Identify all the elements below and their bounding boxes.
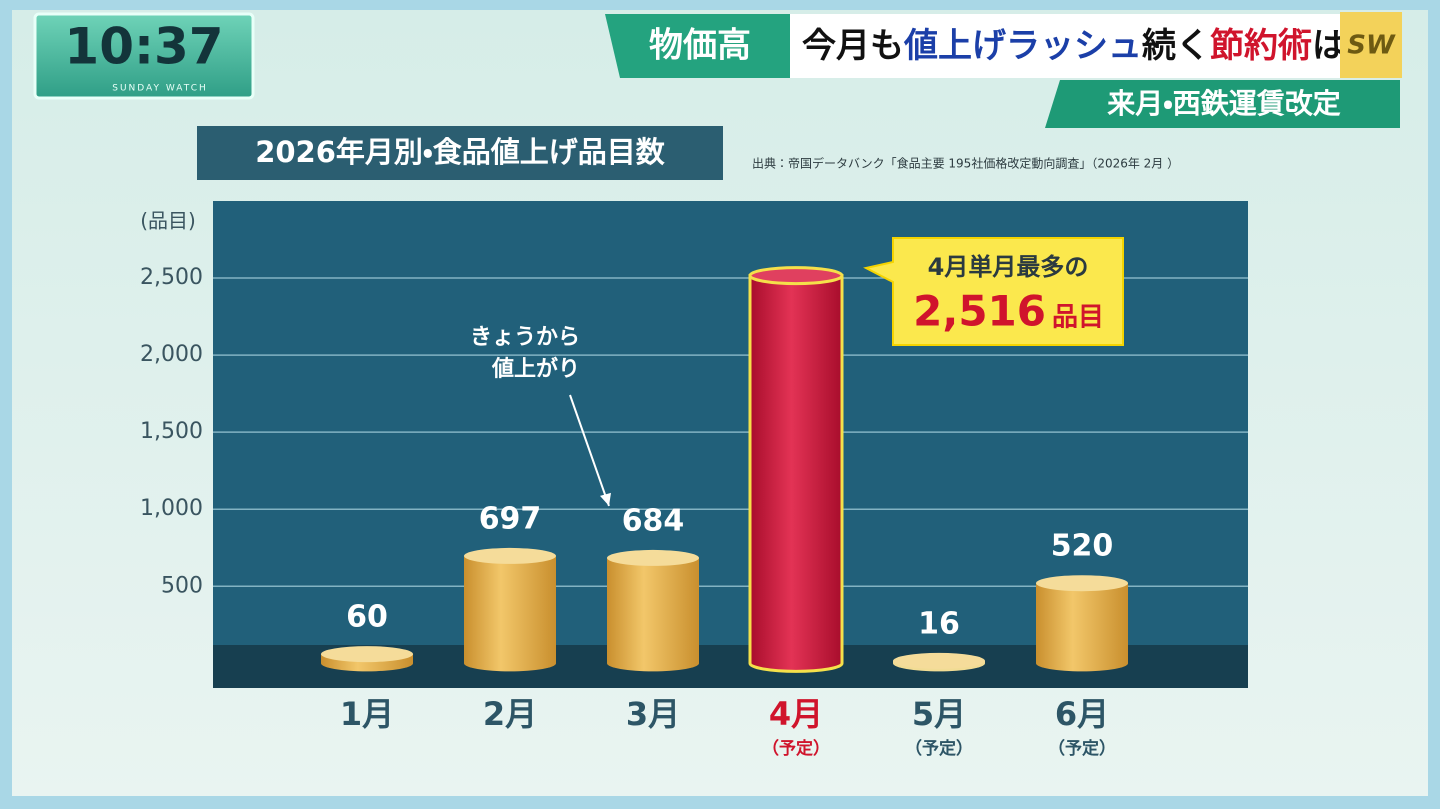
y-tick-label: 1,000 — [140, 496, 203, 521]
bar — [464, 547, 556, 672]
value-label: 60 — [346, 600, 388, 635]
tag: 物価高 — [649, 26, 751, 66]
logo: SW — [1347, 31, 1396, 61]
bar-top — [1036, 575, 1128, 592]
value-label: 697 — [479, 501, 542, 536]
y-axis-label: (品目) — [140, 209, 196, 233]
chart-title: 2026年月別・食品値上げ品目数 — [255, 135, 665, 169]
x-tick-label: 1月 — [340, 695, 394, 733]
value-label: 16 — [918, 606, 960, 641]
bar — [1036, 575, 1128, 672]
category-note: （予定） — [1048, 738, 1116, 759]
x-tick-label: 3月 — [626, 695, 680, 733]
y-tick-label: 500 — [161, 573, 203, 598]
bar-top — [893, 652, 985, 669]
headline-part: 今月も — [802, 26, 904, 66]
value-label: 684 — [622, 503, 685, 538]
annotation: きょうから — [470, 325, 580, 350]
bar-top — [464, 547, 556, 564]
annotation-arrow — [569, 394, 610, 507]
bar-top — [607, 549, 699, 566]
bar-top — [321, 646, 413, 663]
callout-box — [863, 237, 1124, 346]
clock-box — [33, 12, 255, 100]
bar-body — [607, 557, 699, 672]
logo-box — [1340, 12, 1402, 78]
bar-top — [748, 266, 844, 286]
y-tick-label: 2,500 — [140, 265, 203, 290]
callout-value: 2,516 — [913, 287, 1046, 336]
annotation: 値上がり — [491, 356, 580, 382]
bar — [321, 646, 413, 672]
headline-part: 値上げラッシュ — [903, 26, 1142, 66]
subheadline-box — [1045, 80, 1400, 128]
callout-text: 4月単月最多の — [928, 253, 1089, 281]
y-tick-label: 1,500 — [140, 419, 203, 444]
category-note: （予定） — [762, 738, 830, 759]
clock: 10:37 — [64, 18, 223, 76]
bar — [893, 652, 985, 672]
x-tick-label: 4月 — [769, 695, 823, 733]
y-tick-label: 2,000 — [140, 342, 203, 367]
bars — [321, 266, 1128, 673]
source: 出典：帝国データバンク「食品主要 195社価格改定動向調査」（2026年 2月 … — [752, 156, 1179, 171]
subheadline: 来月・西鉄運賃改定 — [1107, 87, 1341, 120]
headline-part: 節約術 — [1210, 26, 1312, 66]
headline-part: 続く — [1142, 26, 1210, 66]
value-label: 520 — [1051, 529, 1114, 564]
x-tick-label: 5月 — [912, 695, 966, 733]
arrow-head — [600, 492, 611, 506]
x-tick-label: 6月 — [1055, 695, 1109, 733]
headline-box — [790, 14, 1342, 78]
title-box — [197, 126, 723, 180]
headline: 今月も値上げラッシュ続く節約術は？ — [802, 26, 1380, 66]
bar-body — [464, 555, 556, 672]
bar-body — [1036, 583, 1128, 672]
callout-unit: 品目 — [1052, 303, 1104, 333]
program-name: SUNDAY WATCH — [112, 84, 208, 94]
bar-body — [748, 274, 844, 673]
bar — [607, 549, 699, 672]
tag-box — [605, 14, 790, 78]
bar — [748, 266, 844, 673]
x-tick-label: 2月 — [483, 695, 537, 733]
category-note: （予定） — [905, 738, 973, 759]
